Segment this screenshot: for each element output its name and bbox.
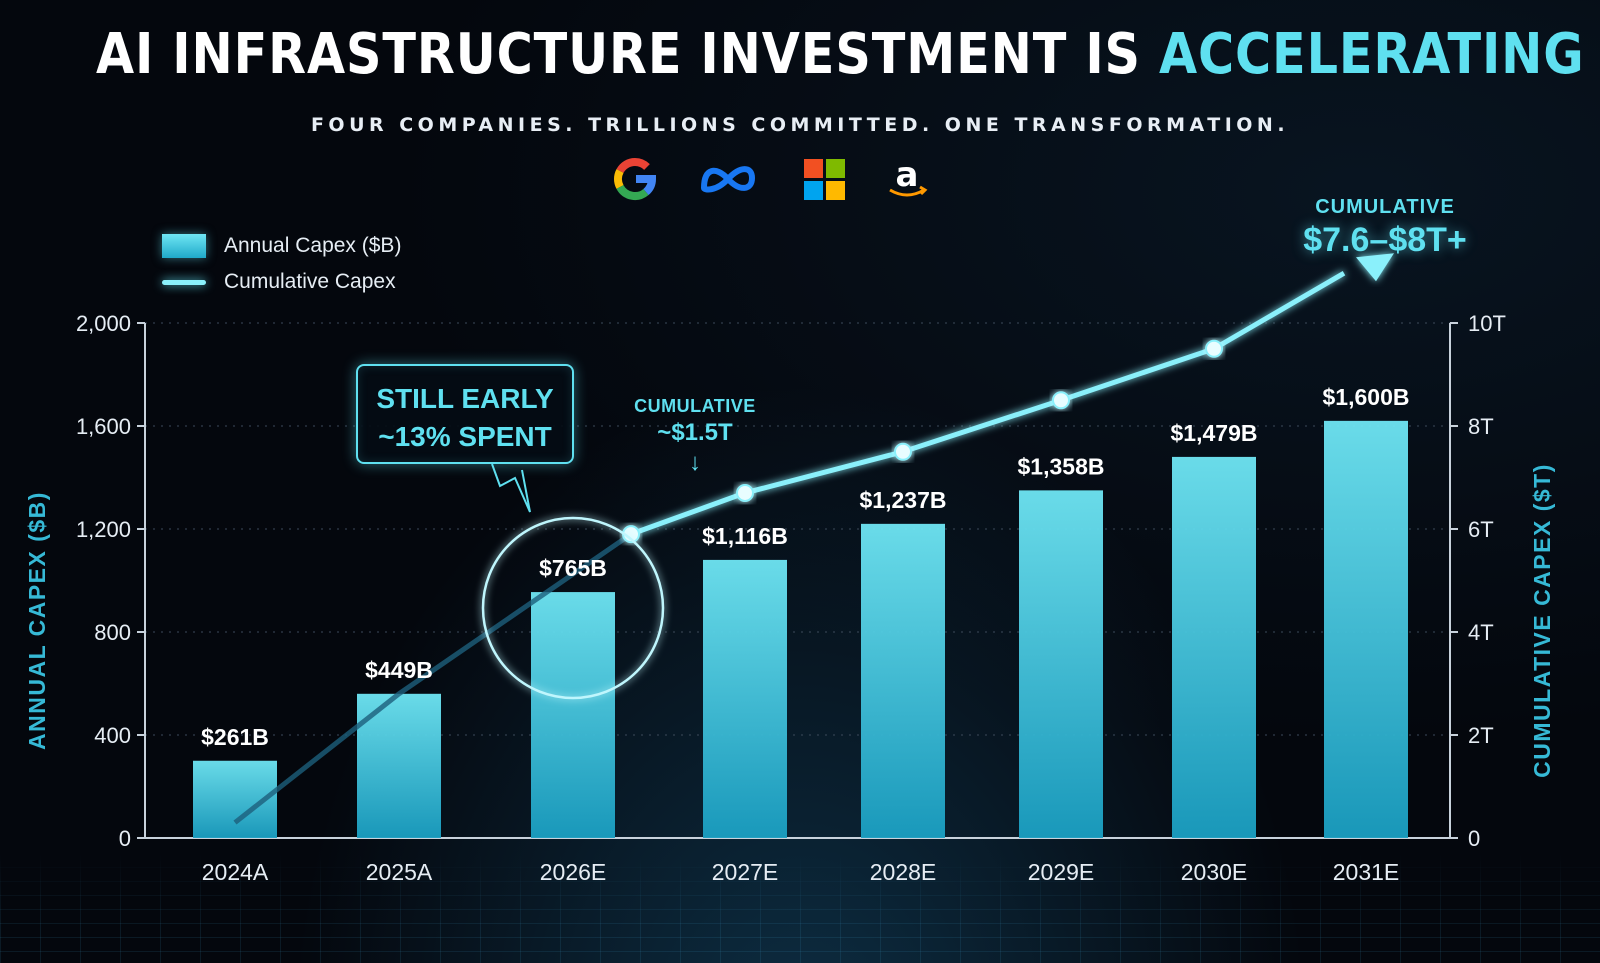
title-main: AI INFRASTRUCTURE INVESTMENT IS xyxy=(96,22,1159,87)
microsoft-logo-icon xyxy=(800,154,850,204)
cumulative-point xyxy=(736,483,754,502)
y-tick-label: 2,000 xyxy=(76,311,131,336)
cumulative-mid-value: ~$1.5T xyxy=(657,419,733,446)
google-logo-icon xyxy=(610,154,660,204)
cumulative-point xyxy=(894,442,912,461)
cumulative-point xyxy=(1052,391,1070,410)
legend-line-swatch xyxy=(162,279,206,285)
y2-tick-label: 8T xyxy=(1468,414,1494,439)
x-category-label: 2026E xyxy=(540,859,607,885)
cumulative-mid-callout: CUMULATIVE ~$1.5T ↓ xyxy=(620,396,770,477)
x-category-label: 2031E xyxy=(1333,859,1400,885)
bar-2026E xyxy=(531,592,615,838)
cumulative-mid-arrow-icon: ↓ xyxy=(689,449,701,476)
svg-text:a: a xyxy=(896,155,919,195)
cumulative-total-value: $7.6–$8T+ xyxy=(1303,221,1467,259)
y-tick-label: 400 xyxy=(94,723,131,748)
x-category-label: 2028E xyxy=(870,859,937,885)
bar-value-label: $449B xyxy=(365,657,433,683)
bar-value-label: $1,358B xyxy=(1018,453,1105,479)
page-title: AI INFRASTRUCTURE INVESTMENT IS ACCELERA… xyxy=(96,22,1584,87)
callout-tail xyxy=(491,463,531,513)
y-tick-label: 1,600 xyxy=(76,414,131,439)
y-tick-label: 800 xyxy=(94,620,131,645)
meta-logo-icon xyxy=(698,154,758,204)
cumulative-mid-label: CUMULATIVE xyxy=(634,396,756,416)
legend-label-annual: Annual Capex ($B) xyxy=(224,234,402,257)
cumulative-arrowhead xyxy=(1356,253,1394,282)
data-labels: $261B 2024A $449B 2025A $765B 2026E $1,116B 202… xyxy=(201,384,1409,885)
bar-2030E xyxy=(1172,456,1256,838)
cumulative-line-series xyxy=(233,253,1394,825)
x-category-label: 2027E xyxy=(712,859,779,885)
bar-value-label: $1,237B xyxy=(860,487,947,513)
bar-2028E xyxy=(861,523,945,838)
page-subtitle: FOUR COMPANIES. TRILLIONS COMMITTED. ONE… xyxy=(310,114,1290,136)
cumulative-total-callout: CUMULATIVE $7.6–$8T+ xyxy=(1230,196,1540,260)
still-early-line2: ~13% SPENT xyxy=(378,421,552,452)
bar-value-label: $765B xyxy=(539,555,607,581)
bar-value-label: $261B xyxy=(201,724,269,750)
y-axis-title: ANNUAL CAPEX ($B) xyxy=(24,491,50,750)
legend-item-annual: Annual Capex ($B) xyxy=(162,228,401,264)
y2-axis-title: CUMULATIVE CAPEX ($T) xyxy=(1529,463,1555,778)
x-category-label: 2029E xyxy=(1028,859,1095,885)
y2-tick-label: 4T xyxy=(1468,620,1494,645)
legend-label-cumulative: Cumulative Capex xyxy=(224,270,396,293)
title-accent: ACCELERATING xyxy=(1158,22,1585,87)
company-logos: a xyxy=(614,154,960,204)
bar-value-label: $1,116B xyxy=(702,523,788,549)
bar-value-label: $1,600B xyxy=(1323,384,1410,410)
y2-tick-label: 6T xyxy=(1468,517,1494,542)
y-tick-label: 0 xyxy=(119,826,131,851)
x-category-label: 2024A xyxy=(202,859,269,885)
x-category-label: 2025A xyxy=(366,859,433,885)
chart-legend: Annual Capex ($B) Cumulative Capex xyxy=(162,228,401,300)
bar-2027E xyxy=(703,559,787,838)
y2-tick-label: 0 xyxy=(1468,826,1480,851)
x-category-label: 2030E xyxy=(1181,859,1248,885)
y-tick-label: 1,200 xyxy=(76,517,131,542)
cumulative-point xyxy=(1205,339,1223,358)
cumulative-line-projected xyxy=(630,271,1346,537)
bar-series xyxy=(193,420,1408,838)
cumulative-line-historical xyxy=(233,532,633,825)
still-early-line1: STILL EARLY xyxy=(376,383,554,414)
still-early-callout: STILL EARLY ~13% SPENT xyxy=(356,364,574,464)
y2-tick-label: 10T xyxy=(1468,311,1506,336)
bar-2029E xyxy=(1019,490,1103,838)
y2-tick-label: 2T xyxy=(1468,723,1494,748)
legend-bar-swatch xyxy=(162,234,206,258)
legend-item-cumulative: Cumulative Capex xyxy=(162,264,401,300)
grid-floor-decoration xyxy=(0,853,1600,963)
cumulative-total-label: CUMULATIVE xyxy=(1315,196,1455,218)
highlight-ring-2026 xyxy=(481,516,665,700)
amazon-logo-icon: a xyxy=(882,154,932,204)
bar-2031E xyxy=(1324,420,1408,838)
bar-value-label: $1,479B xyxy=(1171,420,1258,446)
